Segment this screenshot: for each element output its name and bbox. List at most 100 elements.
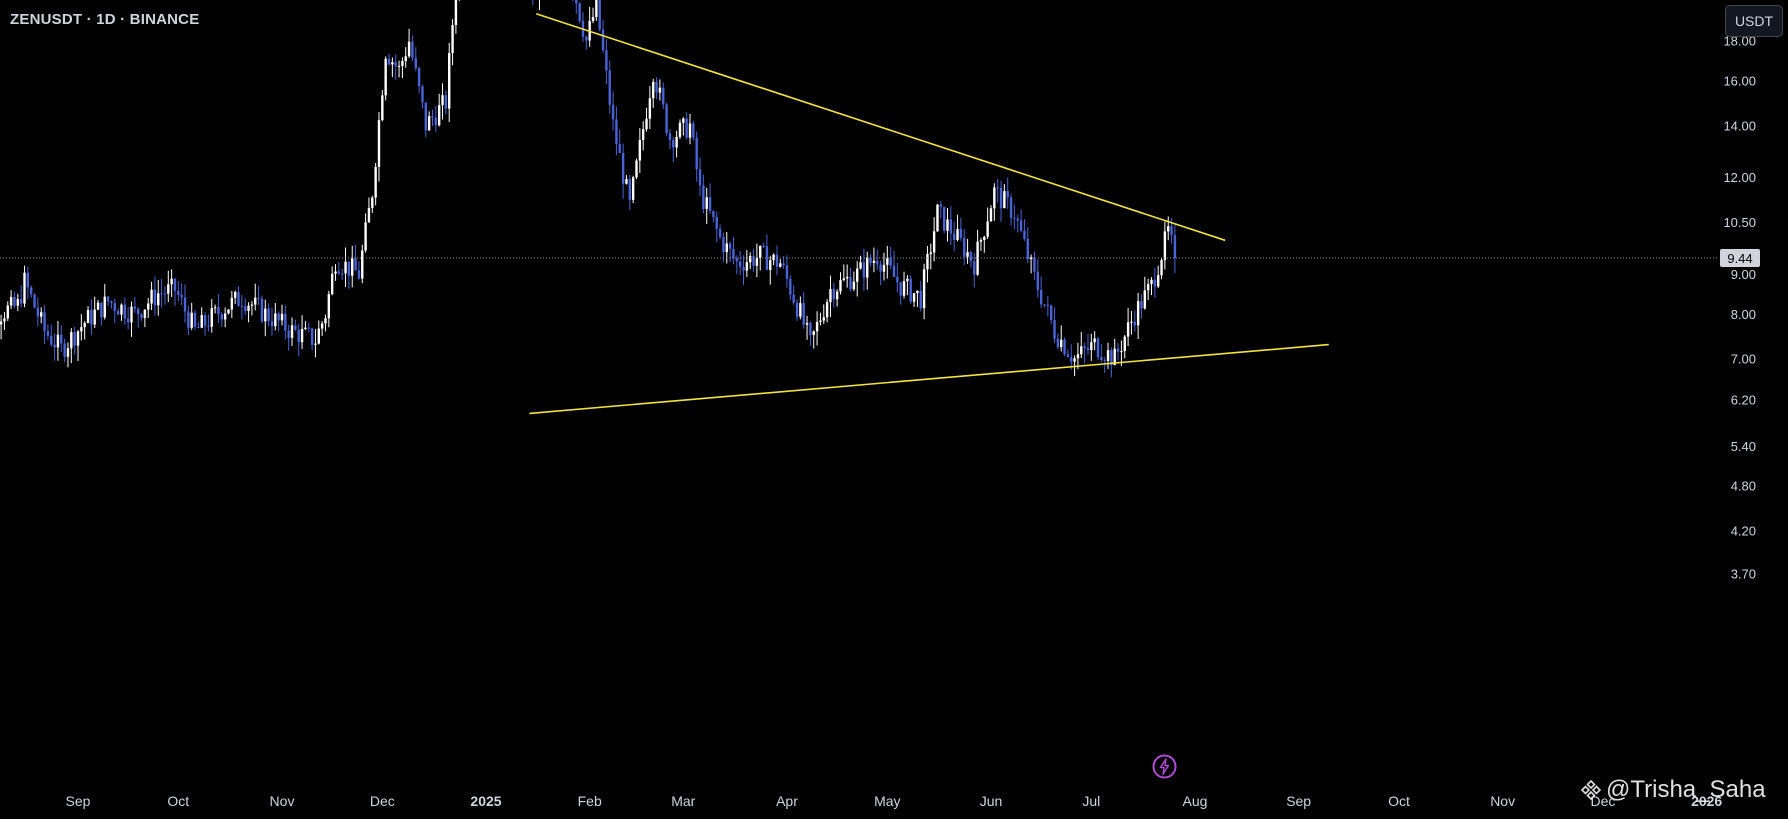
candle-body xyxy=(735,258,739,262)
x-tick-label: May xyxy=(874,793,900,809)
candle-body xyxy=(1156,275,1160,287)
candle-body xyxy=(608,70,611,105)
candle-body xyxy=(1150,279,1153,285)
candle-body xyxy=(708,197,712,211)
candle-body xyxy=(999,187,1003,209)
candle-body xyxy=(812,331,815,335)
candle-body xyxy=(23,272,26,304)
flash-icon[interactable] xyxy=(1152,754,1177,779)
candle-body xyxy=(284,313,287,331)
candle-body xyxy=(1110,350,1113,366)
candle-body xyxy=(772,254,775,261)
candle-body xyxy=(595,0,598,18)
candle-body xyxy=(989,208,993,222)
watermark-handle: @Trisha_Saha xyxy=(1606,776,1766,803)
candle-body xyxy=(96,302,100,310)
candle-body xyxy=(662,87,665,105)
symbol-title: ZENUSDT · 1D · BINANCE xyxy=(10,11,200,28)
candle-body xyxy=(357,270,361,279)
candle-body xyxy=(722,236,725,253)
price-axis[interactable]: 32.0028.0024.0021.0018.0016.0014.0012.00… xyxy=(1723,0,1756,582)
candle-body xyxy=(66,348,70,357)
candle-body xyxy=(692,123,695,138)
candle-body xyxy=(675,136,678,148)
candle-body xyxy=(1013,217,1016,219)
candle-body xyxy=(705,197,708,210)
candle-body xyxy=(942,206,946,231)
candle-body xyxy=(116,310,120,315)
candle-body xyxy=(762,245,765,247)
candle-body xyxy=(678,122,682,137)
candle-body xyxy=(244,306,247,311)
candle-body xyxy=(755,257,759,266)
candle-body xyxy=(658,87,662,93)
candle-body xyxy=(351,258,354,276)
candle-body xyxy=(1026,238,1029,259)
candle-body xyxy=(387,58,391,65)
candle-body xyxy=(33,294,36,308)
candle-body xyxy=(391,62,394,65)
candle-body xyxy=(879,264,882,272)
candle-body xyxy=(240,305,244,307)
candle-body xyxy=(344,261,347,274)
candle-body xyxy=(247,305,250,311)
candle-body xyxy=(307,327,310,329)
time-axis[interactable]: Sep Oct Nov Dec 2025 Feb Mar Apr May Jun Jul Aug Sep… xyxy=(66,793,1723,809)
candle-body xyxy=(411,41,414,58)
candle-body xyxy=(280,313,284,321)
candle-body xyxy=(839,280,842,292)
candle-body xyxy=(237,292,240,306)
candle-body xyxy=(264,308,267,322)
candle-body xyxy=(862,262,866,278)
candle-body xyxy=(685,118,688,138)
candle-body xyxy=(979,240,983,242)
candle-body xyxy=(310,328,314,345)
candle-body xyxy=(153,289,157,306)
candle-body xyxy=(320,323,324,329)
candle-body xyxy=(1100,357,1103,361)
y-tick-label: 16.00 xyxy=(1723,73,1756,88)
candle-body xyxy=(859,262,862,269)
candle-body xyxy=(1039,289,1043,305)
candle-body xyxy=(601,29,605,51)
candle-body xyxy=(250,304,254,306)
candle-body xyxy=(618,144,621,153)
currency-button[interactable]: USDT xyxy=(1725,5,1783,37)
candle-body xyxy=(1163,231,1167,261)
x-tick-label: Mar xyxy=(671,793,695,809)
trendline-support[interactable] xyxy=(529,343,1329,415)
candle-body xyxy=(354,258,357,271)
candle-body xyxy=(1036,271,1040,290)
candle-body xyxy=(892,265,896,277)
candle-body xyxy=(1136,301,1140,326)
x-tick-label: 2025 xyxy=(470,793,501,809)
candle-body xyxy=(437,105,441,126)
candle-body xyxy=(340,273,344,275)
candle-body xyxy=(765,246,769,270)
candle-body xyxy=(983,236,986,241)
candle-body xyxy=(123,304,127,319)
candle-body xyxy=(1066,354,1070,357)
candle-body xyxy=(83,323,86,328)
candle-body xyxy=(1053,320,1056,339)
x-tick-label: Dec xyxy=(1591,793,1616,809)
candle-body xyxy=(799,303,802,317)
candle-body xyxy=(832,289,836,300)
trendline-resistance[interactable] xyxy=(535,13,1226,242)
candle-body xyxy=(110,301,113,304)
candle-body xyxy=(431,116,434,118)
candle-body xyxy=(785,265,789,279)
candle-body xyxy=(802,303,805,325)
candle-body xyxy=(819,320,822,322)
candle-body xyxy=(136,308,140,315)
watermark: @Trisha_Saha xyxy=(1580,776,1766,804)
candle-body xyxy=(775,254,779,267)
candle-body xyxy=(1140,301,1143,309)
candle-body xyxy=(922,269,926,309)
candle-body xyxy=(46,331,50,336)
candle-body xyxy=(1146,284,1150,291)
candle-body xyxy=(441,95,444,106)
candle-body xyxy=(86,310,90,324)
candle-body xyxy=(1083,346,1086,349)
